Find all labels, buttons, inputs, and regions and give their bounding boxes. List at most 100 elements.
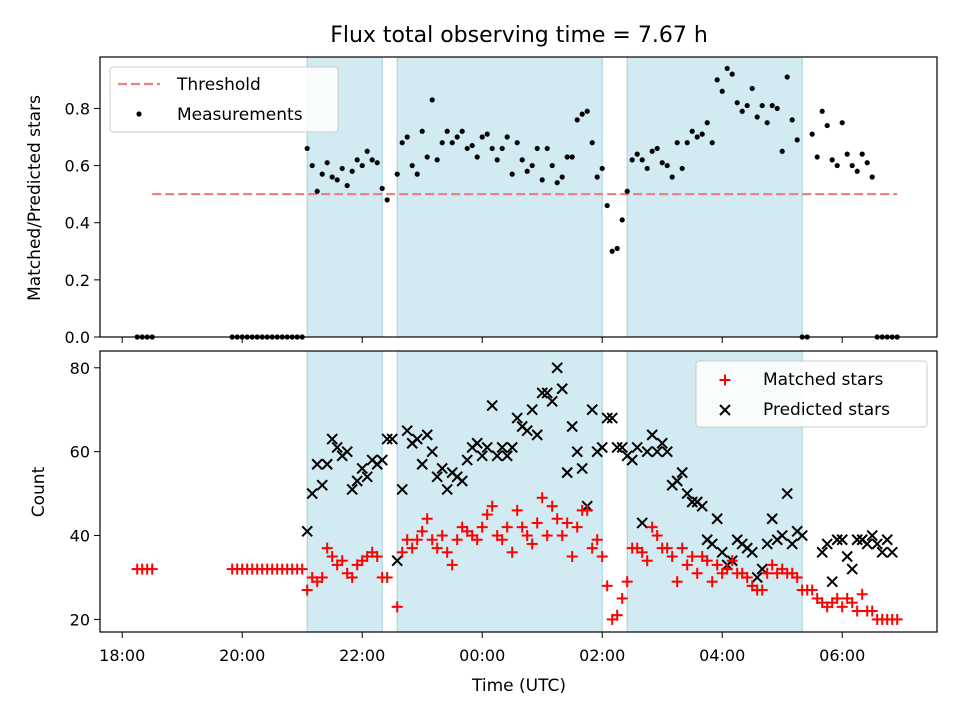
predicted-star-point-b <box>476 450 488 462</box>
measurement-point <box>409 162 415 169</box>
predicted-star-point-b <box>456 475 468 487</box>
predicted-star-point <box>646 429 658 441</box>
measurement-point <box>549 162 555 169</box>
predicted-star-point-b <box>571 445 583 458</box>
legend-predicted-label: Predicted stars <box>763 400 890 420</box>
measurement-point <box>289 334 295 340</box>
bottom-y-axis-label: Count <box>29 466 49 517</box>
measurement-point <box>674 140 680 146</box>
x-tick-label: 18:00 <box>99 646 145 665</box>
predicted-star-point <box>711 513 723 525</box>
matched-star-point <box>641 555 653 567</box>
bottom-y-tick-label: 60 <box>70 443 90 462</box>
predicted-star-point <box>376 454 388 466</box>
measurement-point <box>649 148 655 154</box>
matched-star-point <box>806 584 818 596</box>
predicted-star-point <box>681 487 693 500</box>
measurement-point <box>854 168 860 174</box>
predicted-star-point <box>601 412 613 424</box>
matched-star-point <box>846 597 858 609</box>
predicted-star-point-b <box>551 362 563 374</box>
measurement-point <box>874 334 880 340</box>
matched-star-point <box>556 530 568 542</box>
matched-star-point <box>501 521 513 533</box>
predicted-star-point <box>436 462 448 475</box>
measurement-point <box>769 102 775 109</box>
predicted-star-point <box>816 546 828 559</box>
legend-matched-swatch <box>719 374 731 386</box>
matched-star-point <box>856 588 868 600</box>
top-y-axis-label: Matched/Predicted stars <box>25 95 45 301</box>
matched-star-point <box>516 521 528 533</box>
measurement-point <box>254 334 260 340</box>
bottom-legend-box <box>695 360 928 428</box>
measurement-point <box>789 117 795 123</box>
x-axis-label: Time (UTC) <box>471 676 566 696</box>
measurement-point <box>319 171 325 177</box>
predicted-star-point <box>486 399 498 412</box>
predicted-star-point-b <box>886 546 898 559</box>
predicted-star-point-b <box>776 529 788 542</box>
predicted-star-point-b <box>766 513 778 525</box>
matched-star-point <box>711 559 723 571</box>
predicted-star-point <box>531 429 543 441</box>
predicted-star-point <box>846 563 858 575</box>
predicted-star-point-b <box>716 546 728 559</box>
matched-star-point <box>681 559 693 571</box>
measurement-point <box>149 334 155 340</box>
predicted-star-point <box>586 404 598 416</box>
measurement-point <box>499 145 505 152</box>
predicted-star-point-b <box>341 445 353 458</box>
matched-star-point <box>581 504 593 516</box>
measurement-point <box>719 88 725 94</box>
measurement-point <box>324 160 330 166</box>
measurement-point <box>704 120 710 126</box>
measurement-point <box>819 108 825 114</box>
measurement-point <box>394 171 400 177</box>
predicted-star-point <box>341 445 353 458</box>
predicted-star-point <box>456 475 468 487</box>
predicted-star-point <box>491 450 503 462</box>
predicted-star-point <box>391 554 403 567</box>
predicted-star-point <box>831 534 843 546</box>
matched-star-point <box>851 605 863 617</box>
predicted-star-point <box>661 445 673 458</box>
predicted-star-point-b <box>431 471 443 483</box>
predicted-star-point-b <box>676 466 688 479</box>
predicted-star-point-b <box>346 483 358 496</box>
x-tick-label: 06:00 <box>819 646 865 665</box>
matched-star-point <box>551 513 563 525</box>
measurement-point <box>799 334 805 340</box>
measurement-point <box>309 162 315 169</box>
measurement-point <box>329 174 335 180</box>
measurement-point <box>884 334 890 340</box>
predicted-star-point <box>411 433 423 445</box>
predicted-star-point <box>416 458 428 470</box>
measurement-point <box>514 140 520 146</box>
predicted-star-point-b <box>816 546 828 559</box>
matched-star-point <box>646 521 658 533</box>
measurement-point <box>284 334 290 340</box>
predicted-star-point <box>546 395 558 408</box>
measurement-point <box>144 334 150 340</box>
matched-star-point <box>756 584 768 596</box>
predicted-star-point-b <box>306 487 318 500</box>
predicted-star-point-b <box>301 525 313 538</box>
predicted-star-point-b <box>821 538 833 550</box>
predicted-star-point <box>866 529 878 542</box>
x-tick-label: 00:00 <box>459 646 505 665</box>
predicted-star-point-b <box>826 575 838 588</box>
matched-star-point <box>446 559 458 571</box>
predicted-star-point <box>881 534 893 546</box>
predicted-star-point <box>886 546 898 559</box>
predicted-star-point-b <box>836 534 848 546</box>
measurement-point <box>349 168 355 174</box>
measurement-point <box>419 128 425 134</box>
legend-measurements-swatch <box>136 111 142 117</box>
matched-star-point <box>346 571 358 583</box>
x-tick-label: 20:00 <box>219 646 265 665</box>
measurement-point <box>614 245 620 252</box>
measurement-point <box>839 120 845 126</box>
matched-star-point <box>596 551 608 563</box>
